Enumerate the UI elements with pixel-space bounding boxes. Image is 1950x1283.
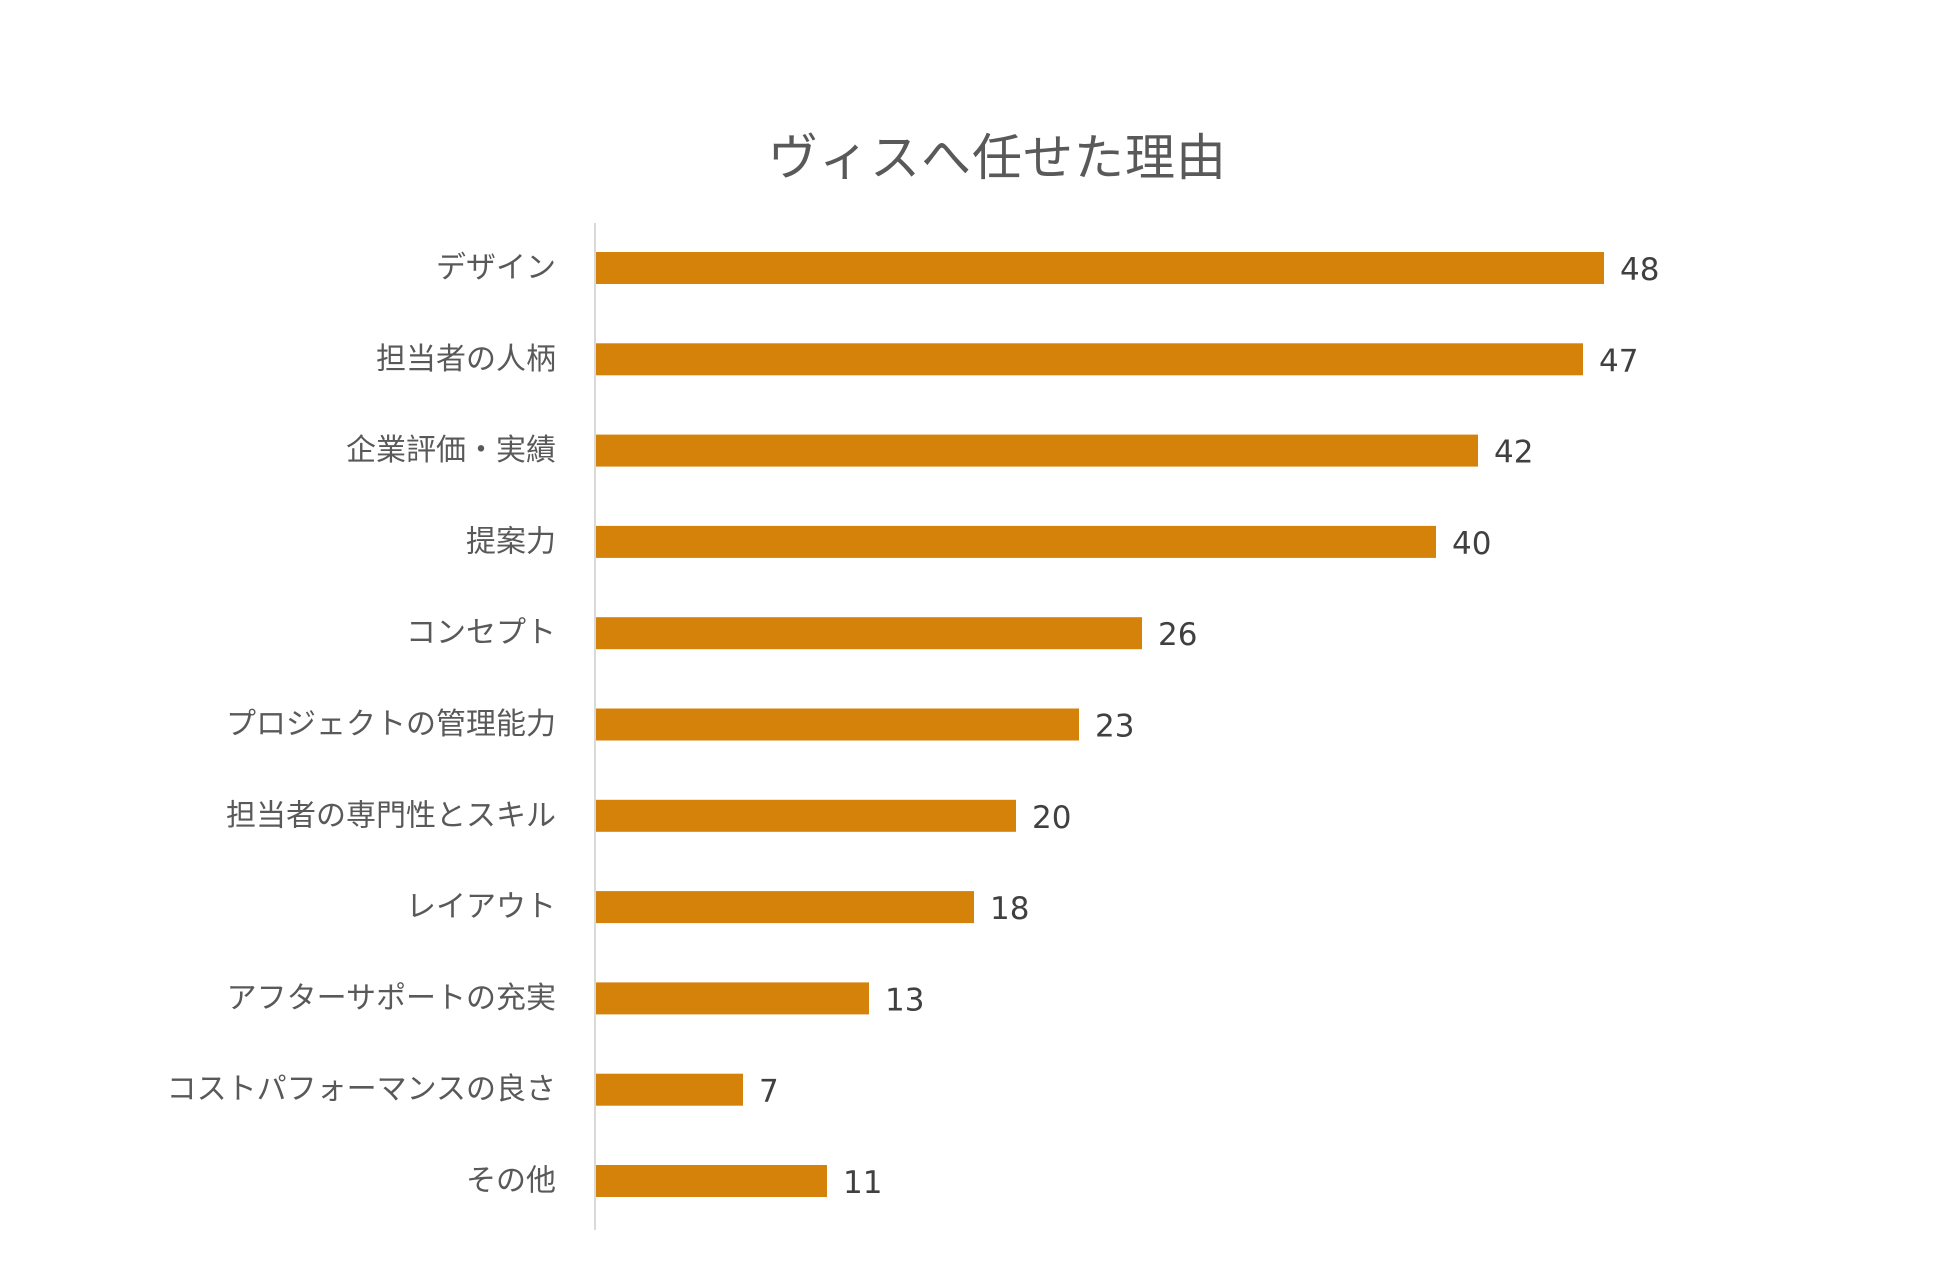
value-label: 7 xyxy=(759,1074,779,1110)
value-label: 20 xyxy=(1032,800,1071,836)
value-label: 13 xyxy=(885,982,924,1018)
bar xyxy=(596,799,1016,832)
value-label: 18 xyxy=(990,891,1029,927)
category-label: 企業評価・実績 xyxy=(346,433,556,468)
value-label: 47 xyxy=(1599,343,1638,379)
value-label: 26 xyxy=(1158,617,1197,653)
category-label: その他 xyxy=(466,1164,556,1199)
category-label: コンセプト xyxy=(406,616,556,651)
chart-title: ヴィスへ任せた理由 xyxy=(768,129,1227,187)
bar xyxy=(596,525,1436,558)
value-label: 48 xyxy=(1620,252,1659,288)
bar xyxy=(596,982,869,1015)
category-label: レイアウト xyxy=(406,890,556,925)
category-label: 提案力 xyxy=(466,524,556,559)
value-label: 23 xyxy=(1095,709,1134,745)
value-label: 40 xyxy=(1452,526,1491,562)
value-label: 42 xyxy=(1494,435,1533,471)
bar xyxy=(596,434,1478,467)
value-label: 11 xyxy=(843,1165,882,1201)
bar xyxy=(596,1073,743,1106)
bar xyxy=(596,343,1583,376)
bar xyxy=(596,1165,827,1197)
category-label: 担当者の人柄 xyxy=(376,342,556,377)
bars-layer: デザイン 48 担当者の人柄 47 企業評価・実績 42 提案力 40 コンセプト 26 プロジェク… xyxy=(167,251,1660,1202)
bar xyxy=(596,891,974,924)
category-label: デザイン xyxy=(436,251,556,286)
bar xyxy=(596,617,1142,650)
bar xyxy=(596,252,1604,284)
category-label: 担当者の専門性とスキル xyxy=(226,798,556,833)
category-label: アフターサポートの充実 xyxy=(227,981,556,1016)
bar xyxy=(596,708,1079,741)
category-label: プロジェクトの管理能力 xyxy=(226,707,556,742)
category-label: コストパフォーマンスの良さ xyxy=(167,1072,556,1107)
